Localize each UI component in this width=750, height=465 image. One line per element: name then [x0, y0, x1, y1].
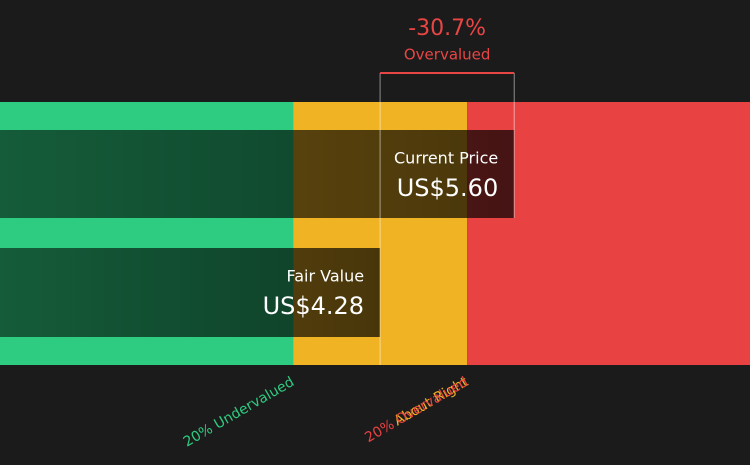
bar-name: Current Price [394, 149, 498, 168]
value-bar [0, 130, 515, 218]
bar-name: Fair Value [286, 267, 364, 286]
bar-value: US$5.60 [397, 174, 499, 202]
value-bar [0, 248, 381, 337]
difference-text: Overvalued [404, 46, 491, 64]
bar-value: US$4.28 [263, 292, 365, 320]
difference-value: -30.7% [408, 16, 486, 41]
